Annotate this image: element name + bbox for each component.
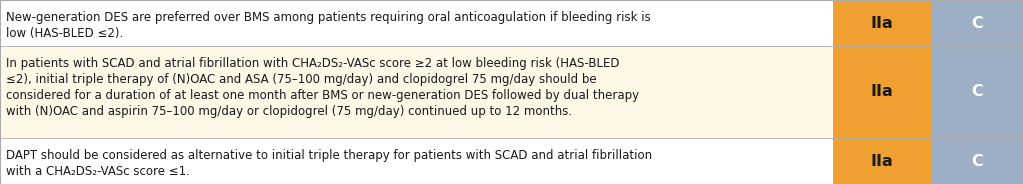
Text: New-generation DES are preferred over BMS among patients requiring oral anticoag: New-generation DES are preferred over BM… xyxy=(6,11,651,40)
Text: C: C xyxy=(971,84,983,100)
Text: In patients with SCAD and atrial fibrillation with CHA₂DS₂-VASc score ≥2 at low : In patients with SCAD and atrial fibrill… xyxy=(6,57,639,118)
Text: IIa: IIa xyxy=(871,84,893,100)
Bar xyxy=(0,138,833,184)
Bar xyxy=(0,46,833,138)
Text: C: C xyxy=(971,153,983,169)
Text: DAPT should be considered as alternative to initial triple therapy for patients : DAPT should be considered as alternative… xyxy=(6,149,653,178)
Bar xyxy=(931,46,1023,138)
Bar xyxy=(833,138,931,184)
Bar xyxy=(833,0,931,46)
Bar xyxy=(833,0,1023,7)
Text: IIa: IIa xyxy=(871,153,893,169)
Text: C: C xyxy=(971,15,983,31)
Bar xyxy=(833,46,931,138)
Bar xyxy=(0,0,833,46)
Text: IIa: IIa xyxy=(871,15,893,31)
Bar xyxy=(931,0,1023,46)
Bar xyxy=(931,138,1023,184)
